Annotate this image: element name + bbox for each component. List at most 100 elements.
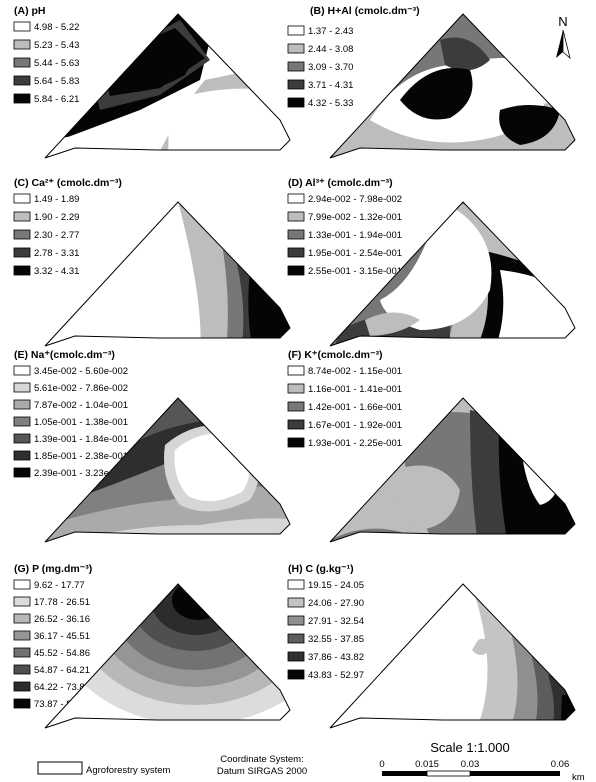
panel-c-class-2: 1.90 - 2.29 (34, 212, 79, 223)
panel-b-class-4: 3.71 - 4.31 (308, 80, 353, 91)
panel-c-swatch-2 (13, 211, 31, 222)
panel-d-swatch-3 (287, 229, 305, 240)
panel-h-legend: 19.15 - 24.05 24.06 - 27.90 27.91 - 32.5… (287, 579, 364, 681)
panel-f-swatch-4 (287, 419, 305, 430)
panel-d-legend: 2.94e-002 - 7.98e-002 7.99e-002 - 1.32e-… (287, 193, 402, 277)
panel-b-swatch-5 (287, 97, 305, 108)
panel-d-class-5: 2.55e-001 - 3.15e-001 (308, 266, 402, 277)
panel-f-title: (F) K⁺(cmolc.dm⁻³) (288, 349, 383, 361)
panel-h-zone-7 (472, 638, 490, 655)
panel-f-class-1: 8.74e-002 - 1.15e-001 (308, 366, 402, 377)
panel-e-swatch-5 (13, 433, 31, 444)
panel-d-swatch-2 (287, 211, 305, 222)
panel-h-class-1: 19.15 - 24.05 (308, 580, 364, 591)
panel-e-na: (E) Na⁺(cmolc.dm⁻³) 3.45e-002 - 5.60e-00… (13, 349, 291, 543)
panel-c-swatch-3 (13, 229, 31, 240)
agroforestry-legend-swatch (37, 761, 83, 775)
panel-g-swatch-8 (13, 698, 31, 709)
panel-a-swatch-1 (13, 21, 31, 32)
panel-d-class-3: 1.33e-001 - 1.94e-001 (308, 230, 402, 241)
scale-bar-segment-3 (470, 771, 560, 776)
datum-label: Datum SIRGAS 2000 (217, 766, 307, 777)
panel-d-al: (D) Al³⁺ (cmolc.dm⁻³) 2.94e-002 - 7.98e-… (287, 177, 576, 347)
panel-d-class-2: 7.99e-002 - 1.32e-001 (308, 212, 402, 223)
panel-b-legend: 1.37 - 2.43 2.44 - 3.08 3.09 - 3.70 3.71… (287, 25, 353, 109)
panel-h-swatch-4 (287, 633, 305, 644)
panel-e-swatch-1 (13, 365, 31, 376)
panel-e-swatch-3 (13, 399, 31, 410)
panel-a-boundary (44, 13, 291, 159)
panel-d-swatch-1 (287, 193, 305, 204)
panel-a-swatch-5 (13, 93, 31, 104)
panel-f-zone-6 (392, 465, 460, 530)
panel-h-class-4: 32.55 - 37.85 (308, 634, 364, 645)
scale-bar-segment-2 (426, 770, 471, 777)
panel-h-swatch-3 (287, 615, 305, 626)
panel-b-swatch-2 (287, 43, 305, 54)
panel-g-class-8: 73.87 - 86.52 (34, 699, 90, 710)
panel-a-class-4: 5.64 - 5.83 (34, 76, 79, 87)
panel-e-legend: 3.45e-002 - 5.60e-002 5.61e-002 - 7.86e-… (13, 365, 128, 479)
panel-h-class-3: 27.91 - 32.54 (308, 616, 364, 627)
panel-a-class-2: 5.23 - 5.43 (34, 40, 79, 51)
scale-tick-2: 0.03 (461, 759, 480, 770)
panel-c-swatch-4 (13, 247, 31, 258)
panel-b-zone-6 (440, 37, 490, 71)
panel-f-class-5: 1.93e-001 - 2.25e-001 (308, 438, 402, 449)
panel-b-zone-7 (400, 68, 473, 120)
panel-f-legend: 8.74e-002 - 1.15e-001 1.16e-001 - 1.41e-… (287, 365, 402, 449)
panel-e-class-3: 7.87e-002 - 1.04e-001 (34, 400, 128, 411)
panel-a-swatch-2 (13, 39, 31, 50)
panel-d-swatch-4 (287, 247, 305, 258)
panel-a-zone-7 (168, 88, 290, 158)
panel-g-swatch-1 (13, 579, 31, 590)
panel-a-swatch-3 (13, 57, 31, 68)
panel-b-zone-8 (499, 105, 560, 145)
north-arrow: N (556, 14, 571, 60)
panel-g-swatch-2 (13, 596, 31, 607)
panel-d-zone-6 (380, 202, 492, 330)
panel-g-swatch-3 (13, 613, 31, 624)
panel-b-class-5: 4.32 - 5.33 (308, 98, 353, 109)
panel-a-ph: (A) pH 4.98 - 5.22 5.23 - 5.43 5.44 - 5.… (13, 5, 291, 159)
scale-unit: km (572, 772, 585, 782)
panel-h-swatch-2 (287, 597, 305, 608)
panel-h-title: (H) C (g.kg⁻¹) (288, 563, 354, 575)
panel-b-class-2: 2.44 - 3.08 (308, 44, 353, 55)
panel-e-class-4: 1.05e-001 - 1.38e-001 (34, 417, 128, 428)
panel-h-class-6: 43.83 - 52.97 (308, 670, 364, 681)
panel-e-swatch-4 (13, 416, 31, 427)
panel-g-swatch-4 (13, 630, 31, 641)
scale-bar (382, 770, 560, 777)
panel-f-swatch-5 (287, 437, 305, 448)
north-label: N (558, 14, 567, 29)
panel-a-legend: 4.98 - 5.22 5.23 - 5.43 5.44 - 5.63 5.64… (13, 21, 79, 105)
panel-b-swatch-4 (287, 79, 305, 90)
panel-c-class-5: 3.32 - 4.31 (34, 266, 79, 277)
panel-d-title: (D) Al³⁺ (cmolc.dm⁻³) (288, 177, 393, 189)
panel-f-class-4: 1.67e-001 - 1.92e-001 (308, 420, 402, 431)
panel-g-class-3: 26.52 - 36.16 (34, 614, 90, 625)
panel-a-class-5: 5.84 - 6.21 (34, 94, 79, 105)
scale-bar-segment-1 (382, 771, 427, 776)
panel-f-k: (F) K⁺(cmolc.dm⁻³) 8.74e-002 - 1.15e-001… (287, 349, 576, 543)
panel-g-class-7: 64.22 - 73.86 (34, 682, 90, 693)
scale-tick-0: 0 (379, 759, 384, 770)
panel-h-c: (H) C (g.kg⁻¹) 19.15 - 24.05 24.06 - 27.… (287, 563, 576, 729)
panel-f-class-2: 1.16e-001 - 1.41e-001 (308, 384, 402, 395)
panel-b-swatch-3 (287, 61, 305, 72)
panel-f-boundary (329, 397, 576, 543)
panel-c-class-4: 2.78 - 3.31 (34, 248, 79, 259)
panel-g-class-6: 54.87 - 64.21 (34, 665, 90, 676)
panel-h-class-2: 24.06 - 27.90 (308, 598, 364, 609)
panel-d-class-1: 2.94e-002 - 7.98e-002 (308, 194, 402, 205)
panel-f-swatch-1 (287, 365, 305, 376)
panel-c-zone-6 (50, 205, 190, 346)
panel-g-class-1: 9.62 - 17.77 (34, 580, 85, 591)
panel-c-class-1: 1.49 - 1.89 (34, 194, 79, 205)
panel-b-boundary (329, 13, 576, 159)
panel-h-boundary (329, 583, 576, 729)
panel-g-class-2: 17.78 - 26.51 (34, 597, 90, 608)
